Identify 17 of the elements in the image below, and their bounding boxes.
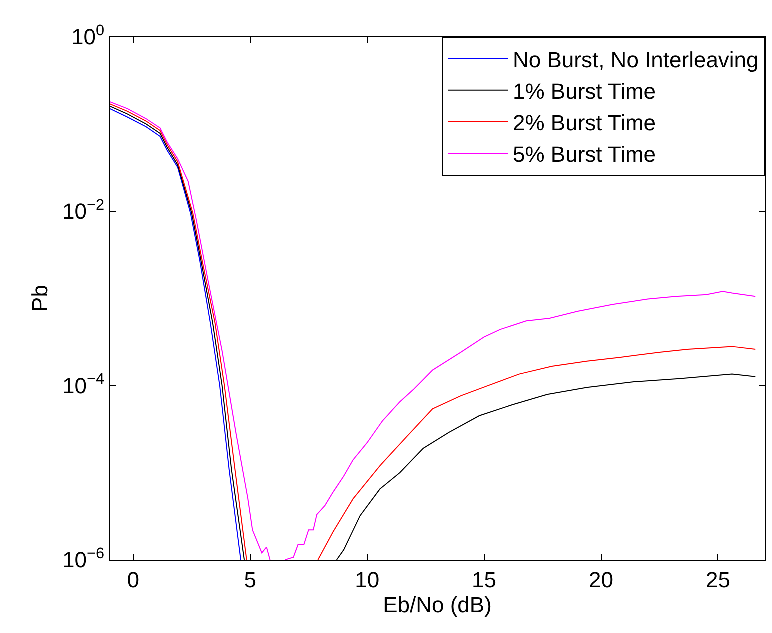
x-tick-label: 20	[589, 567, 614, 592]
x-tick-label: 25	[706, 567, 730, 592]
legend-label: 5% Burst Time	[513, 142, 656, 168]
x-axis-title: Eb/No (dB)	[383, 592, 492, 618]
x-tick-label: 10	[355, 567, 380, 592]
legend-label: 2% Burst Time	[513, 110, 656, 136]
y-tick-label: 10$^{−6}$	[62, 545, 105, 573]
y-tick-label: 10$^{−2}$	[62, 196, 105, 224]
y-axis-title: Pb	[27, 285, 52, 312]
legend-label: No Burst, No Interleaving	[513, 47, 759, 72]
y-tick-label: 10$^{0}$	[72, 22, 105, 50]
x-tick-label: 5	[244, 567, 256, 592]
legend-label: 1% Burst Time	[513, 78, 656, 104]
x-tick-label: 15	[472, 567, 497, 592]
x-tick-label: 0	[127, 567, 140, 592]
line-series	[110, 108, 242, 560]
y-tick-label: 10$^{−4}$	[62, 371, 106, 398]
